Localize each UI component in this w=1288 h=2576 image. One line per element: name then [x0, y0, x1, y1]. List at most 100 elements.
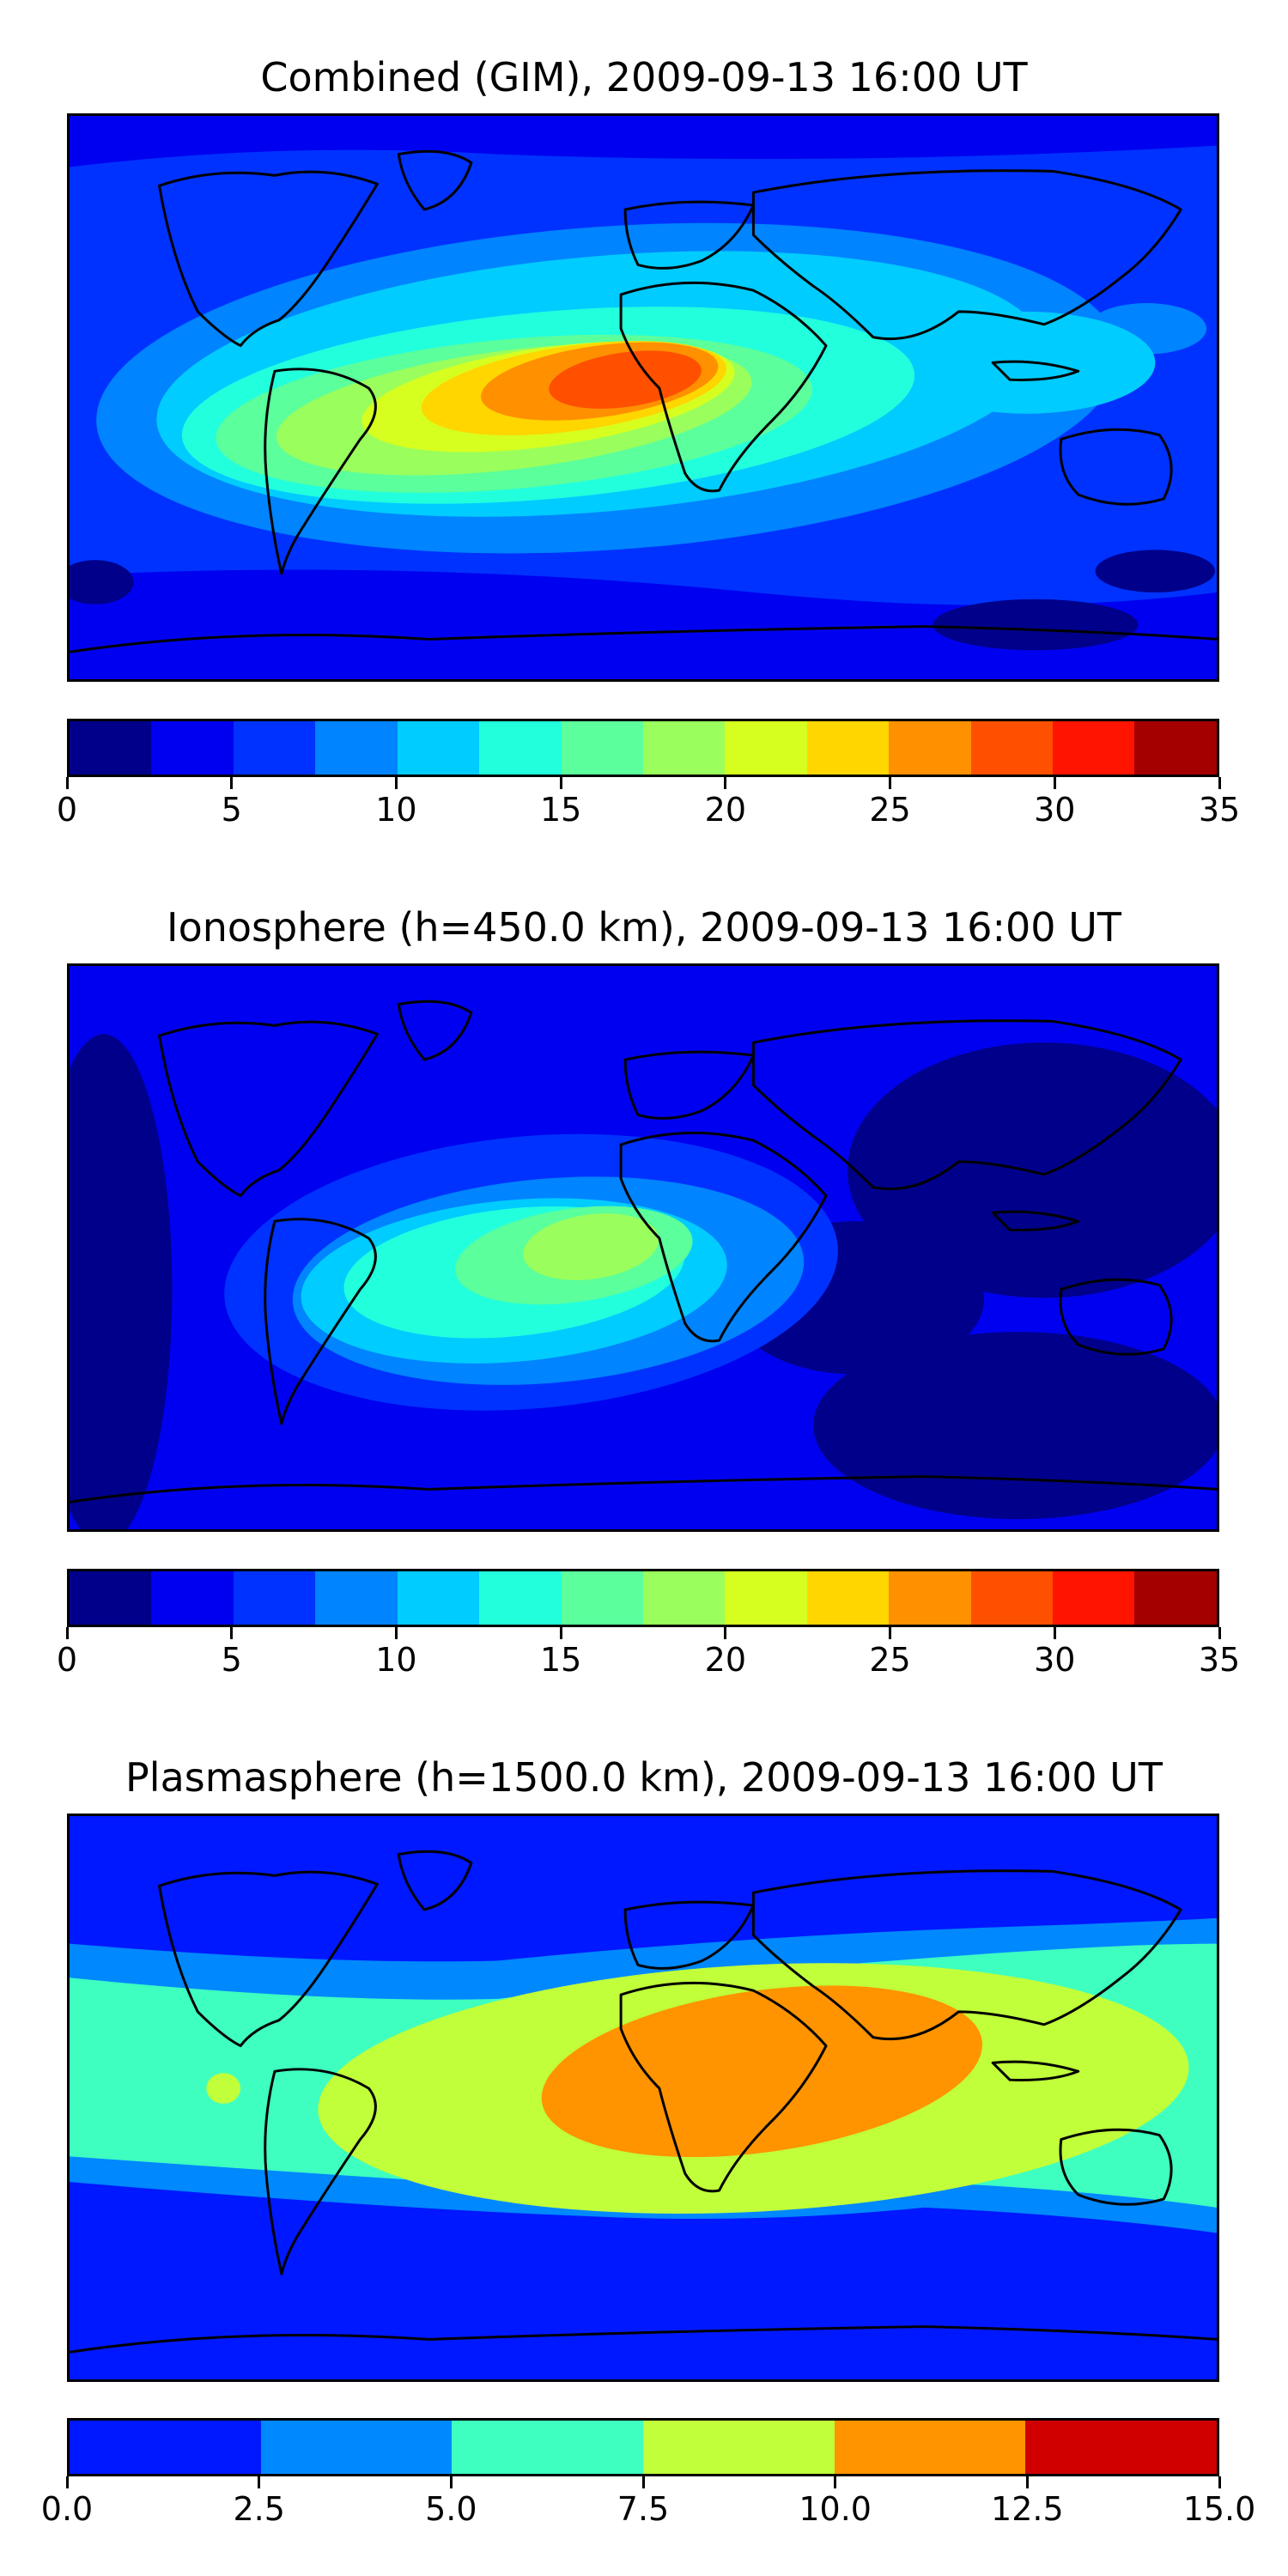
colorbar-bin [806, 721, 890, 775]
colorbar-tick-label: 5 [221, 791, 242, 829]
colorbar-tick-label: 20 [704, 791, 747, 829]
colorbar-tick [724, 1627, 727, 1639]
contour-region [933, 598, 1139, 651]
colorbar-bin [397, 721, 480, 775]
contour-region [848, 1042, 1217, 1298]
coastline [751, 169, 1182, 341]
colorbar-bin [889, 1571, 971, 1625]
colorbar-plasmasphere [67, 2418, 1219, 2476]
coastline [619, 1981, 828, 2193]
colorbar-tick-label: 10 [375, 1641, 417, 1679]
colorbar-tick [641, 2476, 645, 2488]
colorbar-bin [233, 721, 316, 775]
colorbar-tick [65, 1627, 69, 1639]
colorbar-tick-label: 10 [375, 791, 417, 829]
coastline [264, 368, 377, 575]
colorbar-tick-label: 35 [1198, 1641, 1241, 1679]
colorbar-tick [889, 1627, 892, 1639]
colorbar-bin [315, 721, 398, 775]
map-ionosphere [67, 963, 1219, 1532]
colorbar-tick [1053, 1627, 1056, 1639]
colorbar-tick-label: 5 [221, 1641, 242, 1679]
colorbar-tick [1218, 1627, 1221, 1639]
colorbar-tick-label: 10.0 [799, 2490, 872, 2528]
coastline [70, 2325, 1217, 2354]
contour-fill [70, 116, 1217, 679]
colorbar-bin [642, 1571, 726, 1625]
colorbar-tick [394, 777, 398, 789]
colorbar-tick [834, 2476, 837, 2488]
coastline [264, 1218, 377, 1425]
colorbar-tick-label: 0 [56, 1641, 78, 1679]
colorbar-bin [452, 2421, 644, 2474]
colorbar-bin [834, 2421, 1026, 2474]
coastline [1059, 2128, 1173, 2206]
contour-region [70, 569, 1217, 679]
contour-region [70, 116, 1217, 167]
contour-map-combined [70, 116, 1217, 679]
panel-title-ionosphere: Ionosphere (h=450.0 km), 2009-09-13 16:0… [167, 904, 1121, 951]
coastline [397, 149, 473, 211]
colorbar-tick-label: 15.0 [1182, 2490, 1256, 2528]
colorbar-bin [151, 721, 234, 775]
coastline [397, 1850, 473, 1911]
coastline [991, 2060, 1080, 2081]
panel-title-combined: Combined (GIM), 2009-09-13 16:00 UT [260, 54, 1028, 100]
coastline [751, 1019, 1182, 1191]
contour-region [206, 2073, 241, 2104]
colorbar-tick [394, 1627, 398, 1639]
contour-region [813, 1332, 1217, 1520]
colorbar-tick [230, 1627, 234, 1639]
colorbar-bin [1025, 2421, 1218, 2474]
colorbar-tick [258, 2476, 261, 2488]
colorbar-bin [561, 1571, 643, 1625]
colorbar-tick-label: 7.5 [617, 2490, 670, 2528]
coastline [619, 281, 828, 493]
colorbar-bin [725, 1571, 807, 1625]
coastlines [70, 999, 1217, 1504]
colorbar-combined [67, 719, 1219, 777]
colorbar-bin [479, 721, 562, 775]
colorbar-bin [1053, 1571, 1135, 1625]
colorbar-tick [559, 1627, 562, 1639]
coastline [1059, 1278, 1173, 1356]
colorbar-bin [970, 1571, 1054, 1625]
colorbar-tick-label: 35 [1198, 791, 1241, 829]
map-combined [67, 113, 1219, 682]
colorbar-bin [561, 721, 643, 775]
contour-region [1095, 550, 1216, 592]
colorbar-bin [260, 2421, 453, 2474]
colorbar-bin [315, 1571, 398, 1625]
contour-fill [70, 966, 1217, 1529]
colorbar-bin [70, 2421, 261, 2474]
coastline [397, 999, 473, 1061]
coastline [619, 1131, 828, 1343]
colorbar-bin [642, 721, 726, 775]
colorbar-tick-label: 12.5 [991, 2490, 1064, 2528]
contour-region [70, 1382, 130, 1435]
coastline [623, 200, 755, 270]
colorbar-tick-label: 15 [539, 1641, 582, 1679]
colorbar-tick [65, 2476, 69, 2488]
colorbar-tick [1218, 2476, 1221, 2488]
colorbar-tick-label: 0.0 [40, 2490, 94, 2528]
colorbar-tick [1218, 777, 1221, 789]
colorbar-tick-label: 20 [704, 1641, 747, 1679]
coastlines [70, 1850, 1217, 2354]
colorbar-tick [1053, 777, 1056, 789]
colorbar-tick-label: 25 [869, 791, 911, 829]
contour-region [549, 350, 702, 409]
coastline [991, 1210, 1080, 1231]
colorbar-tick-label: 5.0 [425, 2490, 477, 2528]
contour-region [523, 1213, 659, 1280]
colorbar-bin [70, 721, 152, 775]
colorbar-tick [230, 777, 234, 789]
colorbar-bin [1134, 1571, 1217, 1625]
colorbar-tick-label: 15 [539, 791, 582, 829]
coastline [264, 2068, 377, 2275]
colorbar-tick [559, 777, 562, 789]
coastline [158, 1020, 379, 1198]
colorbar-tick-label: 30 [1034, 1641, 1076, 1679]
colorbar-tick [1025, 2476, 1029, 2488]
colorbar-bin [397, 1571, 480, 1625]
